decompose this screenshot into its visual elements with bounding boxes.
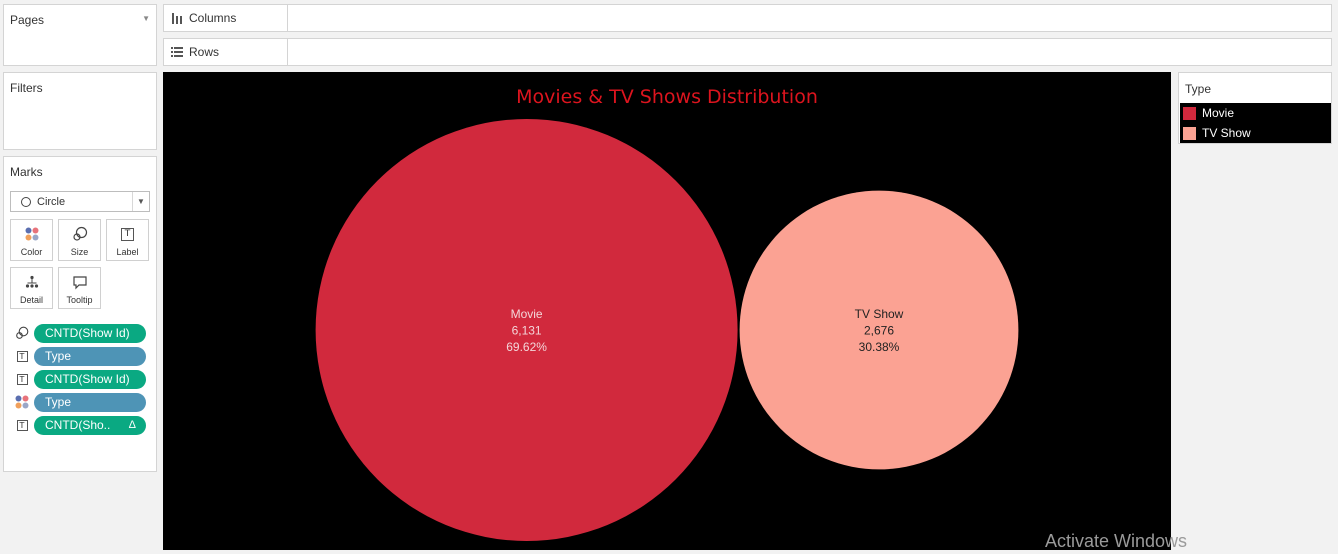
bubble-chart[interactable]: Movie 6,131 69.62% TV Show 2,676 30.38% [163, 72, 1171, 550]
rows-label: Rows [189, 45, 220, 59]
bubble-label-percent-movie: 69.62% [506, 340, 547, 354]
bubble-label-percent-tv-show: 30.38% [859, 340, 900, 354]
measure-pill[interactable]: CNTD(Sho.. Δ [34, 416, 146, 435]
tooltip-button-label: Tooltip [66, 295, 93, 305]
mark-type-dropdown[interactable]: Circle ▼ [10, 191, 150, 212]
bubble-label-name-tv-show: TV Show [855, 307, 904, 321]
measure-pill[interactable]: CNTD(Show Id) [34, 324, 146, 343]
tooltip-button[interactable]: Tooltip [58, 267, 101, 309]
color-icon [15, 395, 29, 409]
legend-label-tv-show: TV Show [1202, 126, 1251, 140]
measure-pill[interactable]: CNTD(Show Id) [34, 370, 146, 389]
dimension-pill[interactable]: Type [34, 347, 146, 366]
chevron-down-icon[interactable]: ▼ [132, 192, 149, 211]
size-button-label: Size [70, 247, 89, 257]
size-icon [15, 326, 29, 340]
chart-title: Movies & TV Shows Distribution [516, 86, 818, 108]
legend-items: Movie TV Show [1180, 103, 1331, 143]
detail-button-label: Detail [19, 295, 43, 305]
columns-shelf-label: Columns [164, 5, 288, 31]
legend-title: Type [1185, 82, 1212, 96]
rows-icon [170, 45, 184, 59]
measure-pill-text: CNTD(Sho.. [45, 418, 111, 432]
pages-card: Pages ▼ [3, 4, 157, 66]
viz-canvas[interactable]: Movies & TV Shows Distribution Movie 6,13… [163, 72, 1171, 550]
dimension-pill[interactable]: Type [34, 393, 146, 412]
legend-item-tv-show[interactable]: TV Show [1183, 124, 1251, 142]
size-button[interactable]: Size [58, 219, 101, 261]
legend-swatch-movie [1183, 106, 1196, 120]
rows-shelf-label: Rows [164, 39, 288, 65]
detail-button[interactable]: Detail [10, 267, 53, 309]
color-button[interactable]: Color [10, 219, 53, 261]
color-dots-icon [25, 226, 39, 242]
bubble-label-value-tv-show: 2,676 [864, 324, 894, 338]
activate-windows-watermark: Activate Windows [1045, 531, 1188, 551]
label-button[interactable]: T Label [106, 219, 149, 261]
text-icon: T [15, 372, 29, 386]
filters-card[interactable]: Filters [3, 72, 157, 150]
columns-shelf[interactable]: Columns [163, 4, 1332, 32]
bubble-label-value-movie: 6,131 [512, 324, 542, 338]
columns-label: Columns [189, 11, 237, 25]
circle-mark-icon [21, 196, 31, 207]
legend-label-movie: Movie [1202, 106, 1235, 120]
color-legend: Type Movie TV Show [1178, 72, 1332, 144]
size-circles-icon [72, 226, 88, 242]
marks-pill-row[interactable]: CNTD(Show Id) [15, 324, 146, 343]
pages-collapse-icon[interactable]: ▼ [142, 14, 150, 23]
detail-tree-icon [25, 274, 39, 290]
bubble-movie[interactable] [315, 119, 738, 541]
legend-item-movie[interactable]: Movie [1183, 104, 1234, 122]
text-icon: T [15, 418, 29, 432]
label-button-label: Label [116, 247, 139, 257]
text-label-icon: T [121, 226, 134, 242]
marks-pill-row[interactable]: T Type [15, 347, 146, 366]
legend-swatch-tv-show [1183, 126, 1196, 140]
marks-pill-row[interactable]: T CNTD(Sho.. Δ [15, 416, 146, 435]
rows-shelf[interactable]: Rows [163, 38, 1332, 66]
marks-pill-row[interactable]: T CNTD(Show Id) [15, 370, 146, 389]
columns-icon [170, 11, 184, 25]
tooltip-bubble-icon [72, 274, 88, 290]
text-icon: T [15, 349, 29, 363]
mark-type-value: Circle [37, 195, 66, 208]
marks-title: Marks [10, 165, 43, 179]
color-button-label: Color [20, 247, 43, 257]
marks-pill-row[interactable]: Type [15, 393, 146, 412]
bubble-label-name-movie: Movie [511, 307, 543, 321]
bubble-tv-show[interactable] [739, 190, 1019, 470]
pages-title: Pages [10, 13, 45, 27]
filters-title: Filters [10, 81, 43, 95]
delta-icon: Δ [128, 419, 136, 431]
